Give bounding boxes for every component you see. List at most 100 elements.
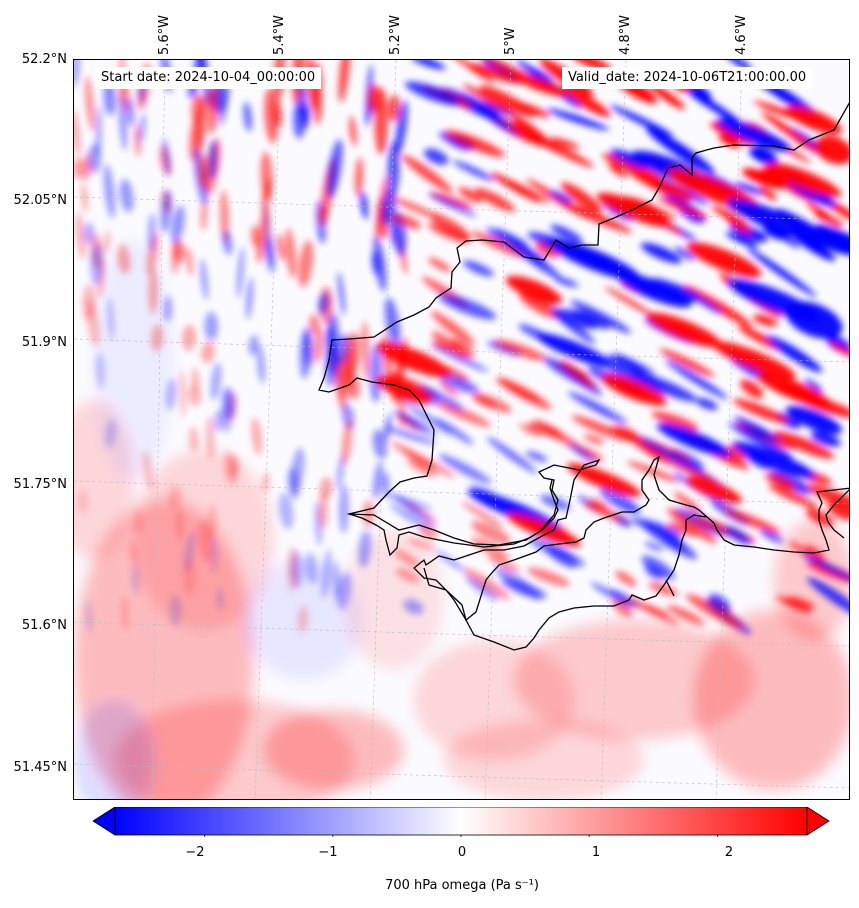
omega-wave-streak: [148, 213, 156, 252]
omega-wave-streak: [570, 300, 632, 334]
omega-wave-streak: [297, 606, 308, 633]
omega-wave-streak: [479, 85, 536, 118]
colorbar-tick-label: 1: [591, 845, 601, 860]
omega-wave-streak: [256, 207, 270, 264]
omega-wave-streak: [660, 531, 685, 550]
omega-wave-streak: [807, 484, 849, 517]
omega-wave-streak: [74, 109, 80, 157]
omega-wave-streak: [318, 490, 328, 530]
omega-wave-streak: [602, 153, 663, 182]
omega-wave-streak: [640, 242, 682, 264]
omega-wave-streak: [84, 75, 95, 132]
colorbar-extend-high: [806, 807, 830, 836]
omega-wave-streak: [134, 124, 141, 157]
omega-wave-streak: [815, 213, 844, 227]
omega-wave-streak: [407, 538, 436, 550]
omega-strong-band: [732, 441, 816, 479]
omega-wave-streak: [373, 235, 387, 292]
omega-wave-streak: [361, 320, 370, 380]
omega-wave-streak: [802, 554, 849, 584]
omega-wave-streak: [546, 108, 610, 131]
colorbar-ticks: [204, 835, 718, 837]
omega-strong-band: [616, 272, 692, 308]
omega-wave-streak: [474, 188, 516, 212]
omega-wave-streak: [460, 94, 521, 137]
coastline-milford-haven: [348, 479, 707, 651]
omega-wave-streak: [829, 342, 849, 359]
omega-wave-streak: [216, 588, 225, 611]
omega-wave-streak: [583, 434, 605, 445]
omega-wave-streak: [827, 501, 849, 521]
omega-wave-streak: [383, 414, 392, 443]
omega-wave-streak: [551, 310, 596, 344]
omega-wave-streak: [290, 447, 305, 495]
longitude-label-4.6w: 4.6°W: [734, 14, 749, 55]
omega-wave-streak: [403, 599, 424, 615]
omega-wave-streak: [570, 60, 612, 72]
omega-wave-streak: [435, 550, 466, 572]
omega-wave-streak: [389, 503, 428, 530]
omega-wave-streak: [561, 86, 611, 117]
omega-wave-streak: [206, 415, 215, 460]
omega-wave-streak: [395, 568, 420, 583]
omega-wave-streak: [317, 292, 330, 316]
omega-wave-streak: [96, 105, 102, 157]
omega-wave-streak: [75, 212, 86, 260]
omega-wave-streak: [362, 500, 375, 528]
omega-wave-streak: [610, 425, 640, 442]
omega-wave-streak: [85, 600, 93, 633]
omega-wave-streak: [490, 172, 540, 203]
omega-wave-streak: [171, 241, 186, 263]
omega-wave-streak: [606, 354, 666, 395]
omega-wave-streak: [518, 424, 541, 437]
omega-wave-streak: [435, 418, 474, 445]
omega-wave-streak: [204, 311, 219, 342]
omega-wave-streak: [81, 182, 88, 213]
omega-wave-streak: [358, 530, 372, 568]
latitude-label-52.2n: 52.2°N: [21, 52, 67, 67]
omega-wave-streak: [501, 579, 548, 599]
omega-strong-band: [656, 423, 732, 457]
omega-wave-streak: [615, 570, 637, 587]
omega-strong-band: [766, 162, 842, 198]
omega-wave-streak: [725, 232, 759, 249]
omega-wave-streak: [439, 382, 460, 397]
omega-wave-streak: [644, 542, 664, 551]
omega-wave-streak: [369, 343, 383, 403]
omega-wave-streak: [276, 233, 286, 262]
omega-wave-streak: [493, 339, 547, 361]
omega-wave-streak: [646, 127, 715, 174]
omega-wave-streak: [810, 431, 841, 447]
parallel-52.05n: [74, 196, 849, 221]
colorbar-tick-label: 0: [457, 845, 467, 860]
omega-wave-streak: [293, 101, 305, 139]
omega-wave-streak: [642, 606, 680, 626]
omega-wave-streak: [768, 484, 818, 509]
omega-wave-streak: [313, 327, 324, 364]
omega-strong-band: [601, 374, 667, 406]
omega-wave-streak: [78, 490, 88, 513]
omega-wave-streak: [318, 206, 328, 227]
omega-wave-streak: [462, 84, 514, 115]
omega-wave-streak: [773, 431, 835, 459]
omega-wave-streak: [257, 344, 265, 384]
omega-wave-streak: [667, 508, 717, 544]
omega-wave-streak: [132, 563, 140, 594]
omega-wave-streak: [486, 436, 538, 474]
parallel-51.75n: [74, 480, 849, 505]
omega-wave-streak: [807, 577, 849, 621]
omega-wave-streak: [519, 293, 562, 320]
latitude-label-51.9n: 51.9°N: [21, 335, 67, 350]
omega-background-blob: [694, 610, 849, 790]
omega-wave-streak: [428, 192, 473, 209]
map-panel: [73, 59, 850, 800]
omega-wave-streak: [389, 196, 442, 220]
omega-wave-streak: [395, 100, 408, 155]
omega-wave-streak: [651, 411, 699, 431]
omega-wave-streak: [104, 230, 110, 255]
omega-wave-streak: [471, 231, 527, 259]
colorbar-gradient: [114, 807, 808, 836]
omega-wave-streak: [201, 341, 215, 364]
omega-wave-streak: [230, 455, 240, 478]
omega-wave-streak: [753, 314, 778, 327]
